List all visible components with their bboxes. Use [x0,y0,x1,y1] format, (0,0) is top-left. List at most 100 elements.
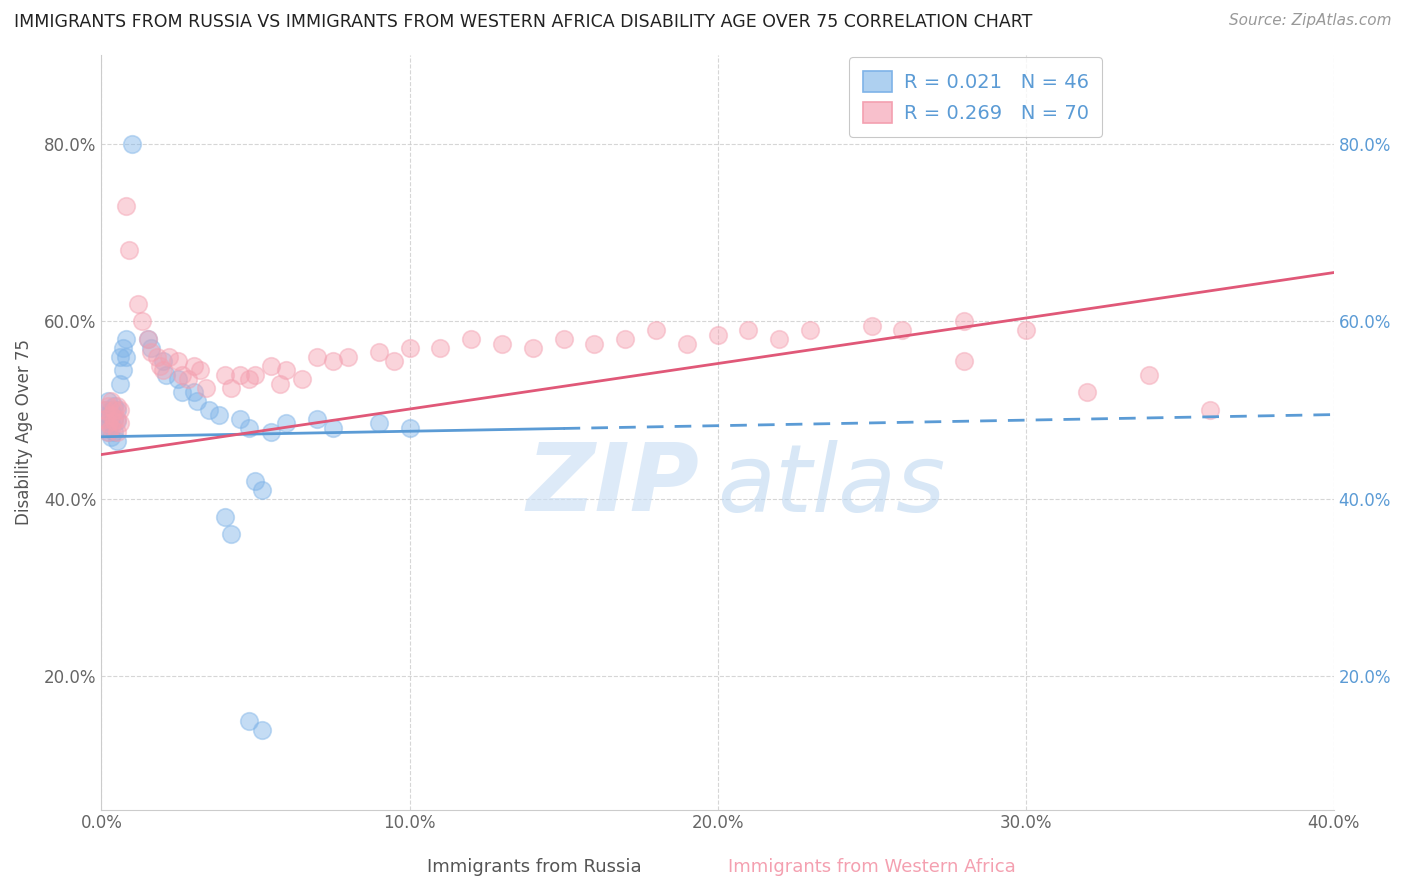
Point [398,421,420,435]
Point [115,350,138,364]
Point [953,314,976,328]
Point [108,403,131,417]
Point [553,332,575,346]
Point [93,412,115,426]
Point [136,332,159,346]
Point [367,345,389,359]
Point [152,363,174,377]
Point [157,350,180,364]
Point [115,199,138,213]
Point [522,341,544,355]
Point [146,350,169,364]
Point [214,368,236,382]
Point [229,412,252,426]
Point [139,345,162,359]
Point [100,403,122,417]
Point [398,341,420,355]
Point [105,412,128,426]
Point [188,363,211,377]
Point [491,336,513,351]
Point [250,723,273,737]
Point [250,483,273,497]
Point [100,421,122,435]
Point [97,394,120,409]
Point [183,385,205,400]
Point [127,296,149,310]
Point [97,425,120,440]
Point [260,359,283,373]
Point [645,323,668,337]
Point [321,421,343,435]
Text: IMMIGRANTS FROM RUSSIA VS IMMIGRANTS FROM WESTERN AFRICA DISABILITY AGE OVER 75 : IMMIGRANTS FROM RUSSIA VS IMMIGRANTS FRO… [14,13,1032,31]
Point [93,412,115,426]
Point [118,244,141,258]
Point [115,332,138,346]
Point [207,408,229,422]
Point [152,354,174,368]
Point [276,417,298,431]
Point [167,354,190,368]
Point [336,350,359,364]
Point [155,368,177,382]
Point [139,341,162,355]
Point [100,394,122,409]
Point [103,412,125,426]
Point [1014,323,1036,337]
Point [238,372,260,386]
Point [149,359,172,373]
Point [198,403,221,417]
Y-axis label: Disability Age Over 75: Disability Age Over 75 [15,339,32,525]
Text: Immigrants from Western Africa: Immigrants from Western Africa [728,858,1015,876]
Point [97,425,120,440]
Point [105,403,128,417]
Point [177,372,200,386]
Point [93,421,115,435]
Point [105,425,128,440]
Point [269,376,291,391]
Point [131,314,153,328]
Point [768,332,790,346]
Point [103,399,125,413]
Point [583,336,606,351]
Point [112,363,135,377]
Point [97,417,120,431]
Text: Immigrants from Russia: Immigrants from Russia [427,858,641,876]
Point [100,430,122,444]
Point [675,336,697,351]
Point [100,417,122,431]
Point [108,417,131,431]
Point [1199,403,1222,417]
Point [105,414,128,428]
Point [276,363,298,377]
Legend: R = 0.021   N = 46, R = 0.269   N = 70: R = 0.021 N = 46, R = 0.269 N = 70 [849,57,1102,136]
Point [108,350,131,364]
Point [706,327,728,342]
Point [429,341,451,355]
Point [186,394,208,409]
Point [103,425,125,440]
Point [93,403,115,417]
Point [214,509,236,524]
Point [245,368,267,382]
Point [238,421,260,435]
Point [737,323,759,337]
Text: Source: ZipAtlas.com: Source: ZipAtlas.com [1229,13,1392,29]
Point [121,136,143,151]
Point [103,403,125,417]
Point [382,354,405,368]
Point [100,408,122,422]
Point [321,354,343,368]
Point [108,376,131,391]
Point [307,350,329,364]
Point [367,417,389,431]
Point [460,332,482,346]
Point [136,332,159,346]
Point [891,323,914,337]
Point [170,385,193,400]
Point [167,372,190,386]
Point [1137,368,1160,382]
Text: atlas: atlas [717,440,946,531]
Point [97,408,120,422]
Point [799,323,821,337]
Text: ZIP: ZIP [526,439,699,531]
